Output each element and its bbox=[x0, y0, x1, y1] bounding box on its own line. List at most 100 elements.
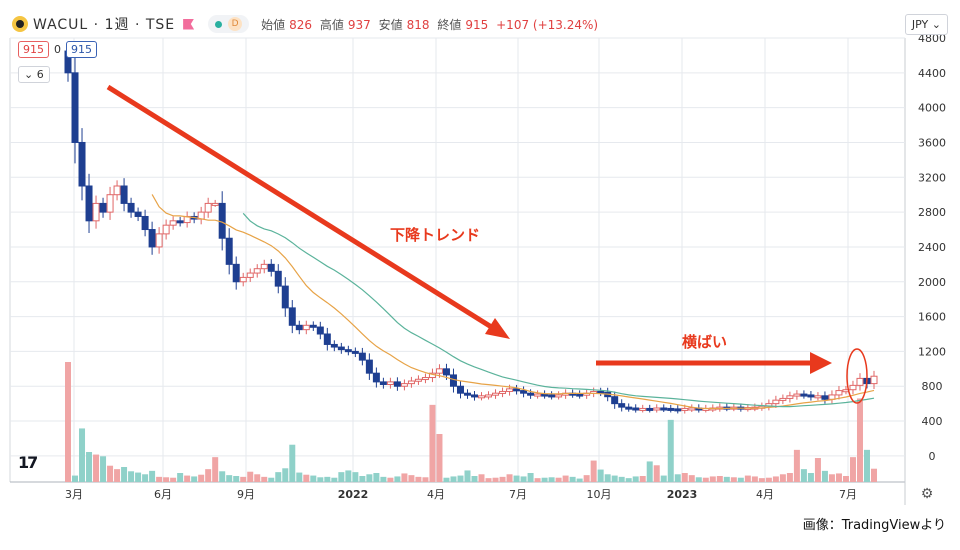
volume-bar bbox=[191, 476, 198, 482]
volume-bar bbox=[786, 473, 793, 482]
volume-bar bbox=[695, 477, 702, 482]
x-tick-label: 4月 bbox=[427, 488, 445, 501]
candle-body bbox=[225, 237, 233, 265]
volume-bar bbox=[163, 477, 170, 482]
volume-bar bbox=[100, 456, 107, 482]
candle-body bbox=[618, 403, 626, 408]
candle-body bbox=[660, 407, 668, 411]
candle-body bbox=[513, 388, 521, 392]
candle-body bbox=[541, 393, 549, 397]
volume-bar bbox=[184, 475, 191, 482]
candle-body bbox=[870, 375, 878, 385]
market-status-pill[interactable]: D bbox=[208, 15, 250, 33]
y-tick-label: 400 bbox=[922, 415, 943, 428]
volume-bar bbox=[555, 477, 562, 482]
volume-bar bbox=[765, 477, 772, 482]
volume-bar bbox=[492, 477, 499, 482]
volume-bar bbox=[772, 476, 779, 482]
candle-body bbox=[478, 395, 486, 399]
candle-body bbox=[365, 359, 373, 374]
volume-bar bbox=[604, 474, 611, 482]
symbol-title[interactable]: WACUL · 1週 · TSE bbox=[33, 17, 176, 33]
volume-bar bbox=[310, 475, 317, 482]
volume-bar bbox=[268, 477, 275, 482]
volume-bar bbox=[380, 476, 387, 482]
candle-body bbox=[113, 185, 121, 196]
price-zero: 0 bbox=[54, 43, 61, 56]
candle-body bbox=[281, 285, 289, 309]
candle-body bbox=[407, 380, 415, 385]
currency-button[interactable]: JPY ⌄ bbox=[904, 14, 948, 35]
highlight-circle bbox=[846, 348, 868, 404]
volume-bar bbox=[618, 476, 625, 482]
volume-bar bbox=[709, 476, 716, 482]
volume-bar bbox=[597, 469, 604, 482]
volume-bar bbox=[688, 475, 695, 482]
candle-body bbox=[548, 394, 556, 398]
candle-body bbox=[274, 270, 282, 287]
volume-bar bbox=[723, 476, 730, 482]
open-value: 826 bbox=[289, 17, 313, 32]
volume-bar bbox=[611, 475, 618, 482]
candle-body bbox=[148, 229, 156, 248]
candle-body bbox=[155, 233, 163, 248]
candle-body bbox=[814, 395, 822, 399]
volume-bar bbox=[856, 398, 863, 482]
candle-body bbox=[211, 202, 219, 206]
volume-bar bbox=[359, 476, 366, 482]
y-tick-label: 4400 bbox=[918, 67, 946, 80]
candle-body bbox=[632, 407, 640, 411]
price-box-red[interactable]: 915 bbox=[18, 41, 49, 58]
y-tick-label: 1600 bbox=[918, 311, 946, 324]
volume-bar bbox=[135, 472, 142, 482]
y-tick-label: 2800 bbox=[918, 206, 946, 219]
interval-badge: D bbox=[228, 17, 243, 31]
candle-body bbox=[534, 393, 542, 397]
candle-body bbox=[204, 202, 212, 213]
y-tick-label: 0 bbox=[929, 450, 936, 463]
y-tick-label: 3200 bbox=[918, 171, 946, 184]
close-label: 終値 bbox=[437, 17, 462, 32]
candle-body bbox=[78, 141, 86, 187]
candle-body bbox=[807, 394, 815, 398]
candle-body bbox=[688, 407, 696, 411]
volume-bar bbox=[863, 449, 870, 482]
volume-bar bbox=[72, 475, 79, 482]
y-tick-label: 1200 bbox=[918, 345, 946, 358]
volume-bar bbox=[702, 477, 709, 482]
candle-body bbox=[527, 392, 535, 396]
volume-bar bbox=[625, 478, 632, 482]
candle-body bbox=[393, 381, 401, 387]
y-tick-label: 3600 bbox=[918, 136, 946, 149]
volume-bar bbox=[674, 474, 681, 482]
close-value: 915 bbox=[465, 17, 489, 32]
volume-bar bbox=[86, 452, 93, 482]
open-label: 始値 bbox=[261, 17, 286, 32]
volume-bar bbox=[499, 476, 506, 482]
candle-body bbox=[506, 388, 514, 392]
x-tick-label: 7月 bbox=[509, 488, 527, 501]
candle-body bbox=[611, 396, 619, 405]
candle-body bbox=[127, 202, 135, 213]
price-box-blue[interactable]: 915 bbox=[66, 41, 97, 58]
volume-bar bbox=[576, 478, 583, 482]
chart-settings-gear-icon[interactable]: ⚙ bbox=[920, 486, 934, 502]
volume-bar bbox=[569, 476, 576, 482]
candle-body bbox=[485, 394, 493, 398]
symbol-header: WACUL · 1週 · TSE D 始値 826 高値 937 安値 818 終値 9… bbox=[12, 15, 602, 33]
volume-bar bbox=[79, 428, 86, 482]
candle-body bbox=[681, 407, 689, 411]
volume-bar bbox=[450, 476, 457, 482]
volume-bar bbox=[660, 475, 667, 482]
volume-bar bbox=[289, 444, 296, 482]
candle-body bbox=[323, 333, 331, 345]
flag-icon[interactable] bbox=[183, 18, 195, 30]
volume-bar bbox=[590, 460, 597, 482]
annotation-sideways: 横ばい bbox=[682, 333, 728, 351]
volume-bar bbox=[681, 473, 688, 482]
low-label: 安値 bbox=[378, 17, 403, 32]
indicators-toggle-button[interactable]: ⌄ 6 bbox=[18, 66, 50, 83]
volume-bar bbox=[457, 475, 464, 482]
tradingview-logo-icon[interactable]: 17 bbox=[18, 453, 38, 472]
